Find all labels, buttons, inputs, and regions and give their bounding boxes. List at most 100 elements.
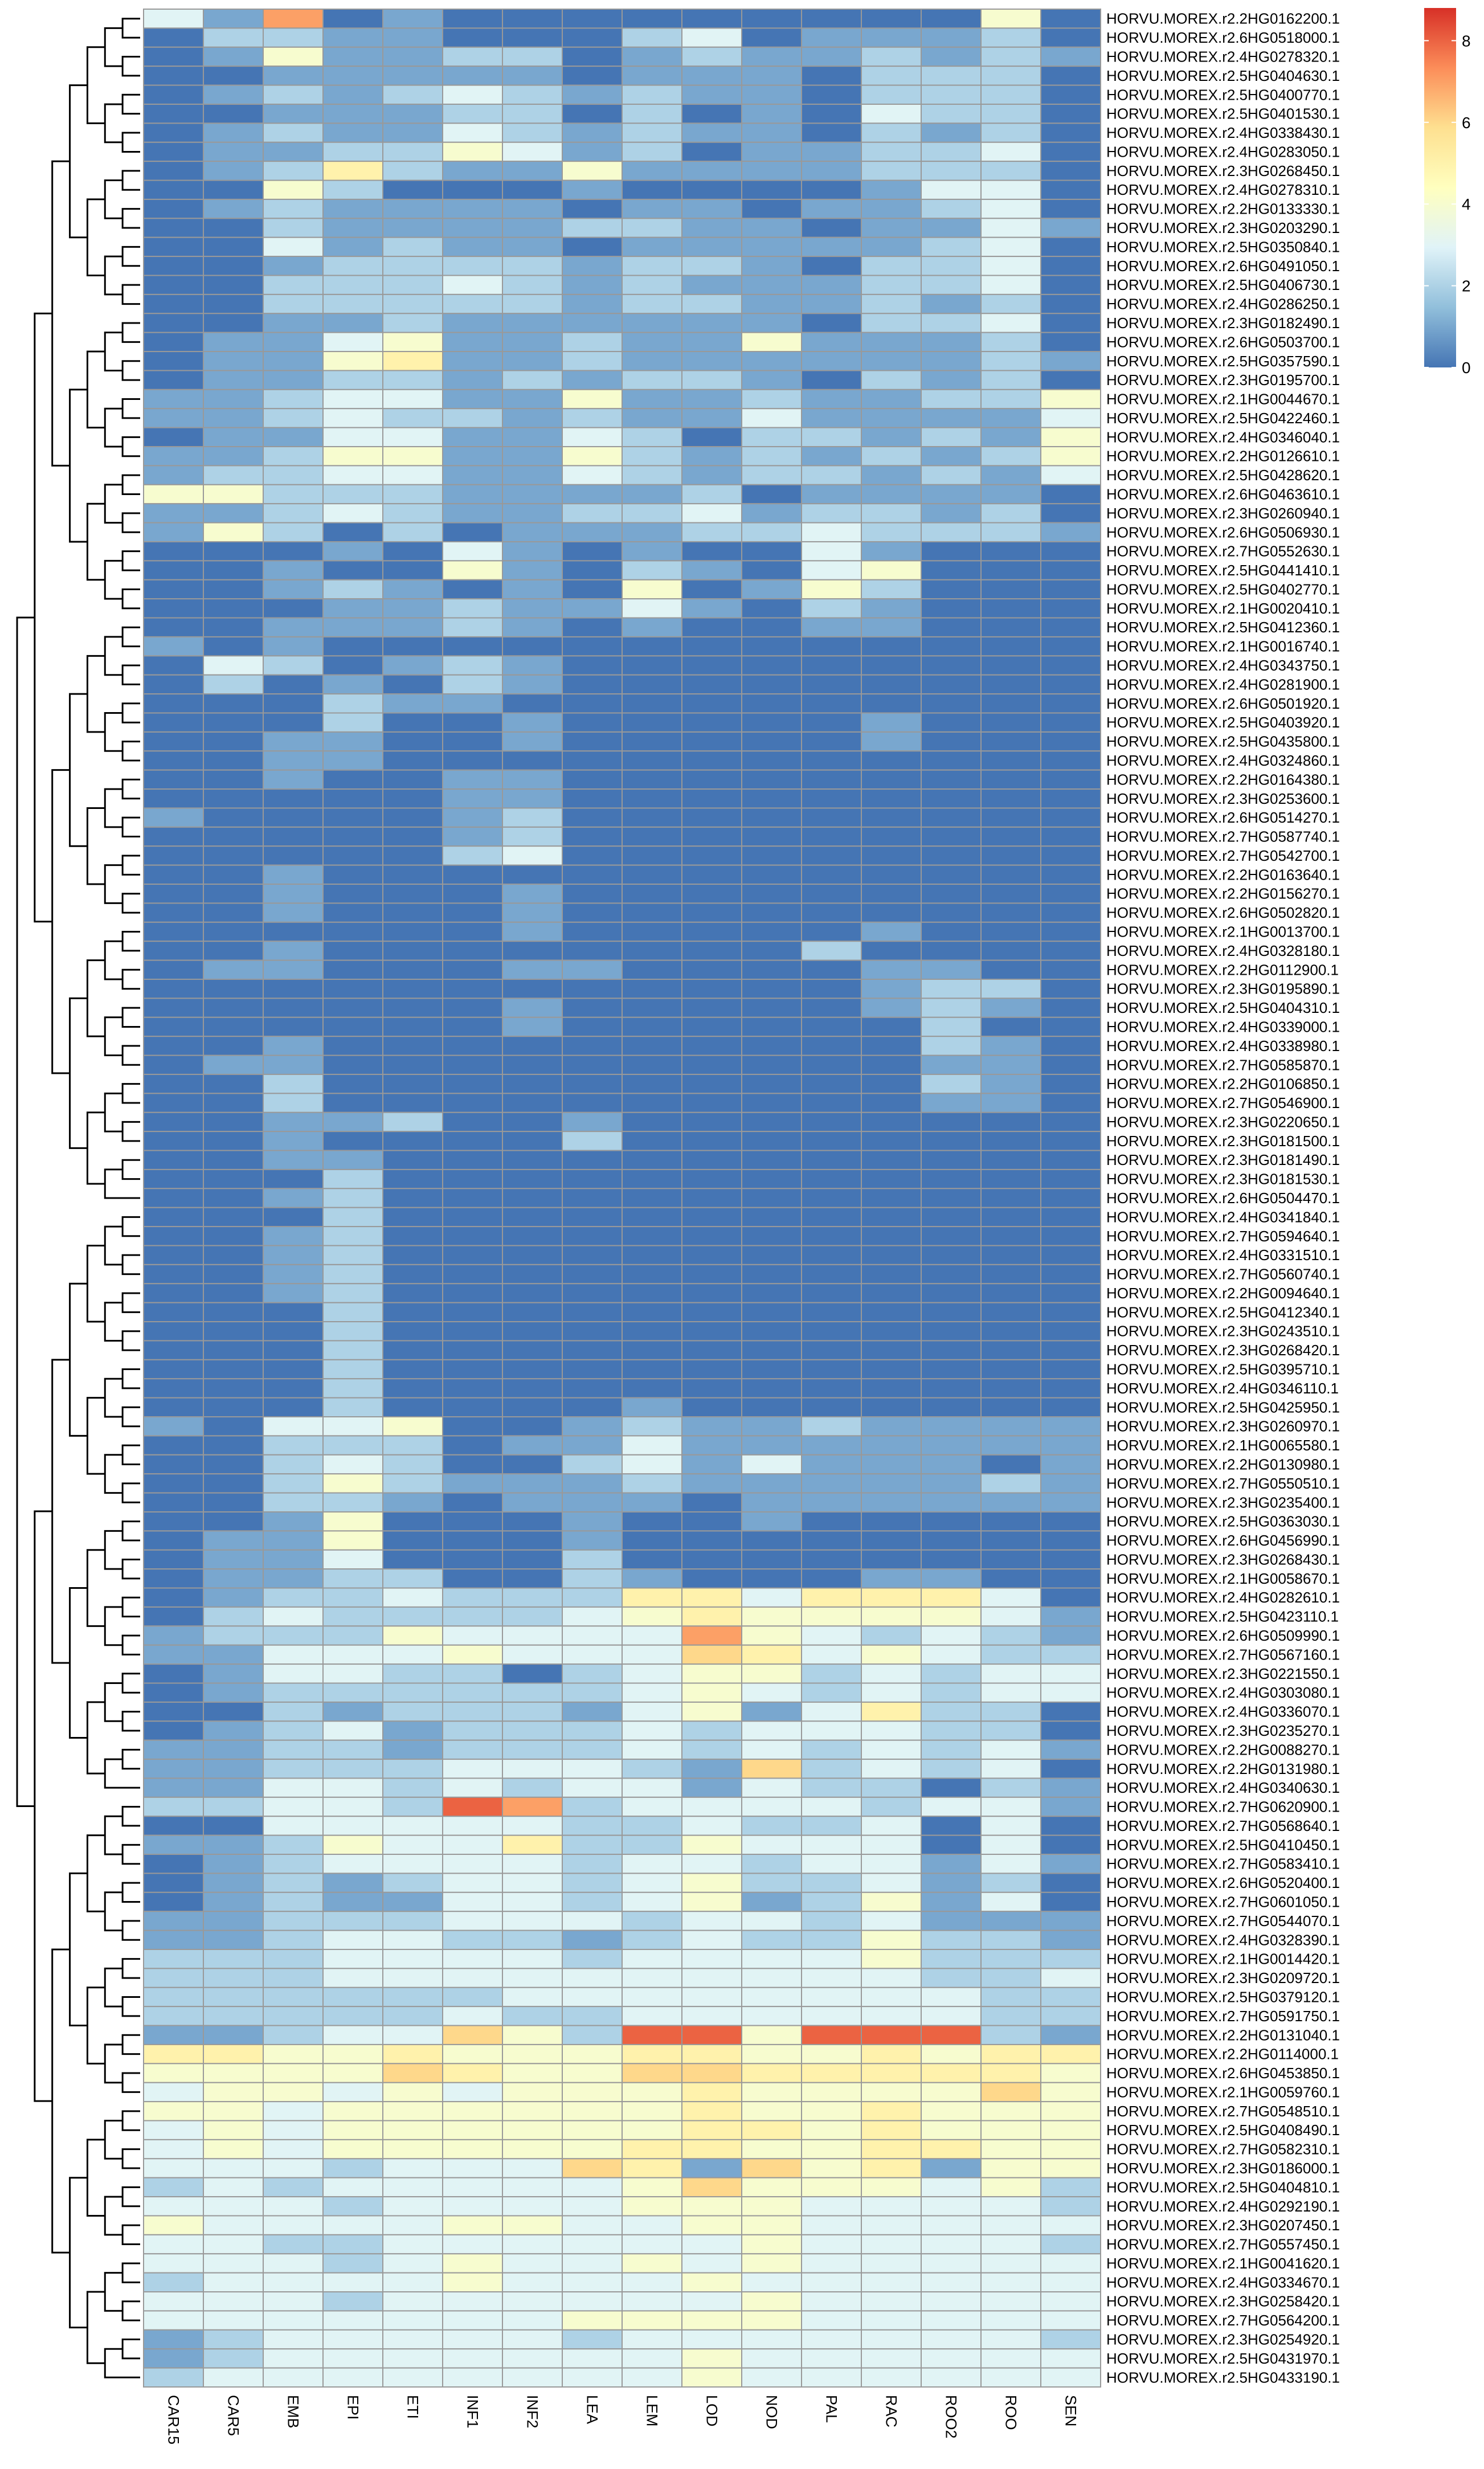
row-label: HORVU.MOREX.r2.7HG0594640.1: [1106, 1228, 1340, 1245]
column-label: RAC: [883, 2395, 900, 2427]
heatmap-cell: [382, 1587, 443, 1608]
heatmap-cell: [681, 1891, 742, 1912]
heatmap-cell: [622, 1530, 682, 1551]
heatmap-cell: [322, 2177, 383, 2198]
heatmap-cell: [741, 236, 802, 257]
heatmap-cell: [1040, 1606, 1101, 1627]
dendrogram-branch: [121, 93, 140, 115]
heatmap-cell: [502, 998, 563, 1018]
heatmap-cell: [263, 674, 324, 695]
heatmap-cell: [382, 1111, 443, 1133]
heatmap-cell: [921, 1073, 982, 1094]
heatmap-cell: [622, 66, 682, 86]
heatmap-cell: [502, 1968, 563, 1988]
legend-tick-label: 8: [1462, 32, 1471, 50]
heatmap-cell: [861, 198, 922, 219]
row-label: HORVU.MOREX.r2.5HG0433190.1: [1106, 2369, 1340, 2386]
heatmap-cell: [143, 1911, 204, 1931]
heatmap-cell: [980, 788, 1041, 809]
heatmap-cell: [263, 1359, 324, 1380]
dendrogram-branch: [104, 2120, 123, 2160]
row-label: HORVU.MOREX.r2.5HG0422460.1: [1106, 410, 1340, 427]
heatmap-cell: [442, 2139, 503, 2160]
legend-tick-label: 4: [1462, 195, 1471, 213]
heatmap-cell: [562, 236, 623, 257]
heatmap-cell: [502, 1378, 563, 1399]
heatmap-cell: [801, 2253, 862, 2274]
row-label: HORVU.MOREX.r2.5HG0350840.1: [1106, 238, 1340, 255]
heatmap-cell: [1040, 2196, 1101, 2217]
dendrogram-branch: [34, 1510, 52, 2102]
heatmap-cell: [980, 902, 1041, 923]
heatmap-cell: [861, 27, 922, 48]
heatmap-cell: [263, 1587, 324, 1608]
heatmap-cell: [1040, 1530, 1101, 1551]
heatmap-cell: [442, 1568, 503, 1589]
heatmap-cell: [382, 1530, 443, 1551]
row-label: HORVU.MOREX.r2.3HG0243510.1: [1106, 1323, 1340, 1340]
heatmap-cell: [801, 2234, 862, 2255]
heatmap-cell: [861, 1816, 922, 1836]
heatmap-cell: [801, 503, 862, 524]
dendrogram-branch: [121, 702, 140, 723]
dendrogram-branch: [121, 512, 140, 533]
heatmap-cell: [980, 1739, 1041, 1760]
heatmap-cell: [382, 1796, 443, 1817]
heatmap-cell: [622, 1188, 682, 1208]
heatmap-cell: [921, 1397, 982, 1418]
heatmap-cell: [921, 1587, 982, 1608]
heatmap-cell: [681, 655, 742, 676]
heatmap-cell: [382, 959, 443, 980]
heatmap-cell: [861, 1777, 922, 1798]
heatmap-cell: [143, 674, 204, 695]
heatmap-cell: [980, 1188, 1041, 1208]
heatmap-cell: [801, 1111, 862, 1133]
heatmap-cell: [263, 2291, 324, 2312]
heatmap-cell: [562, 1226, 623, 1246]
heatmap-cell: [562, 998, 623, 1018]
heatmap-cell: [382, 1016, 443, 1037]
heatmap-cell: [980, 674, 1041, 695]
heatmap-cell: [562, 2139, 623, 2160]
heatmap-cell: [681, 2043, 742, 2065]
heatmap-cell: [502, 1245, 563, 1265]
heatmap-cell: [681, 256, 742, 276]
heatmap-cell: [382, 941, 443, 961]
heatmap-cell: [382, 2006, 443, 2026]
heatmap-cell: [1040, 1568, 1101, 1589]
heatmap-cell: [921, 921, 982, 942]
heatmap-cell: [681, 541, 742, 562]
heatmap-cell: [801, 636, 862, 657]
row-label: HORVU.MOREX.r2.7HG0548510.1: [1106, 2103, 1340, 2120]
heatmap-cell: [622, 2063, 682, 2083]
heatmap-cell: [442, 617, 503, 637]
heatmap-cell: [562, 560, 623, 581]
heatmap-cell: [980, 1168, 1041, 1189]
heatmap-cell: [442, 313, 503, 333]
heatmap-cell: [562, 389, 623, 410]
heatmap-cell: [921, 693, 982, 714]
heatmap-cell: [741, 541, 802, 562]
heatmap-cell: [921, 2101, 982, 2121]
heatmap-cell: [203, 1226, 264, 1246]
heatmap-cell: [382, 1264, 443, 1285]
heatmap-cell: [681, 1111, 742, 1133]
heatmap-cell: [562, 1816, 623, 1836]
row-label: HORVU.MOREX.r2.3HG0186000.1: [1106, 2160, 1340, 2177]
heatmap-cell: [1040, 1930, 1101, 1950]
dendrogram-branch: [51, 160, 70, 467]
heatmap-cell: [143, 1397, 204, 1418]
heatmap-cell: [502, 1340, 563, 1360]
heatmap-cell: [382, 598, 443, 619]
heatmap-cell: [562, 884, 623, 904]
heatmap-cell: [502, 2158, 563, 2178]
heatmap-cell: [921, 2082, 982, 2103]
heatmap-cell: [322, 1073, 383, 1094]
heatmap-cell: [1040, 1416, 1101, 1437]
heatmap-cell: [143, 541, 204, 562]
heatmap-cell: [861, 1796, 922, 1817]
heatmap-cell: [1040, 693, 1101, 714]
heatmap-cell: [921, 845, 982, 866]
heatmap-cell: [921, 1416, 982, 1437]
heatmap-cell: [681, 1739, 742, 1760]
